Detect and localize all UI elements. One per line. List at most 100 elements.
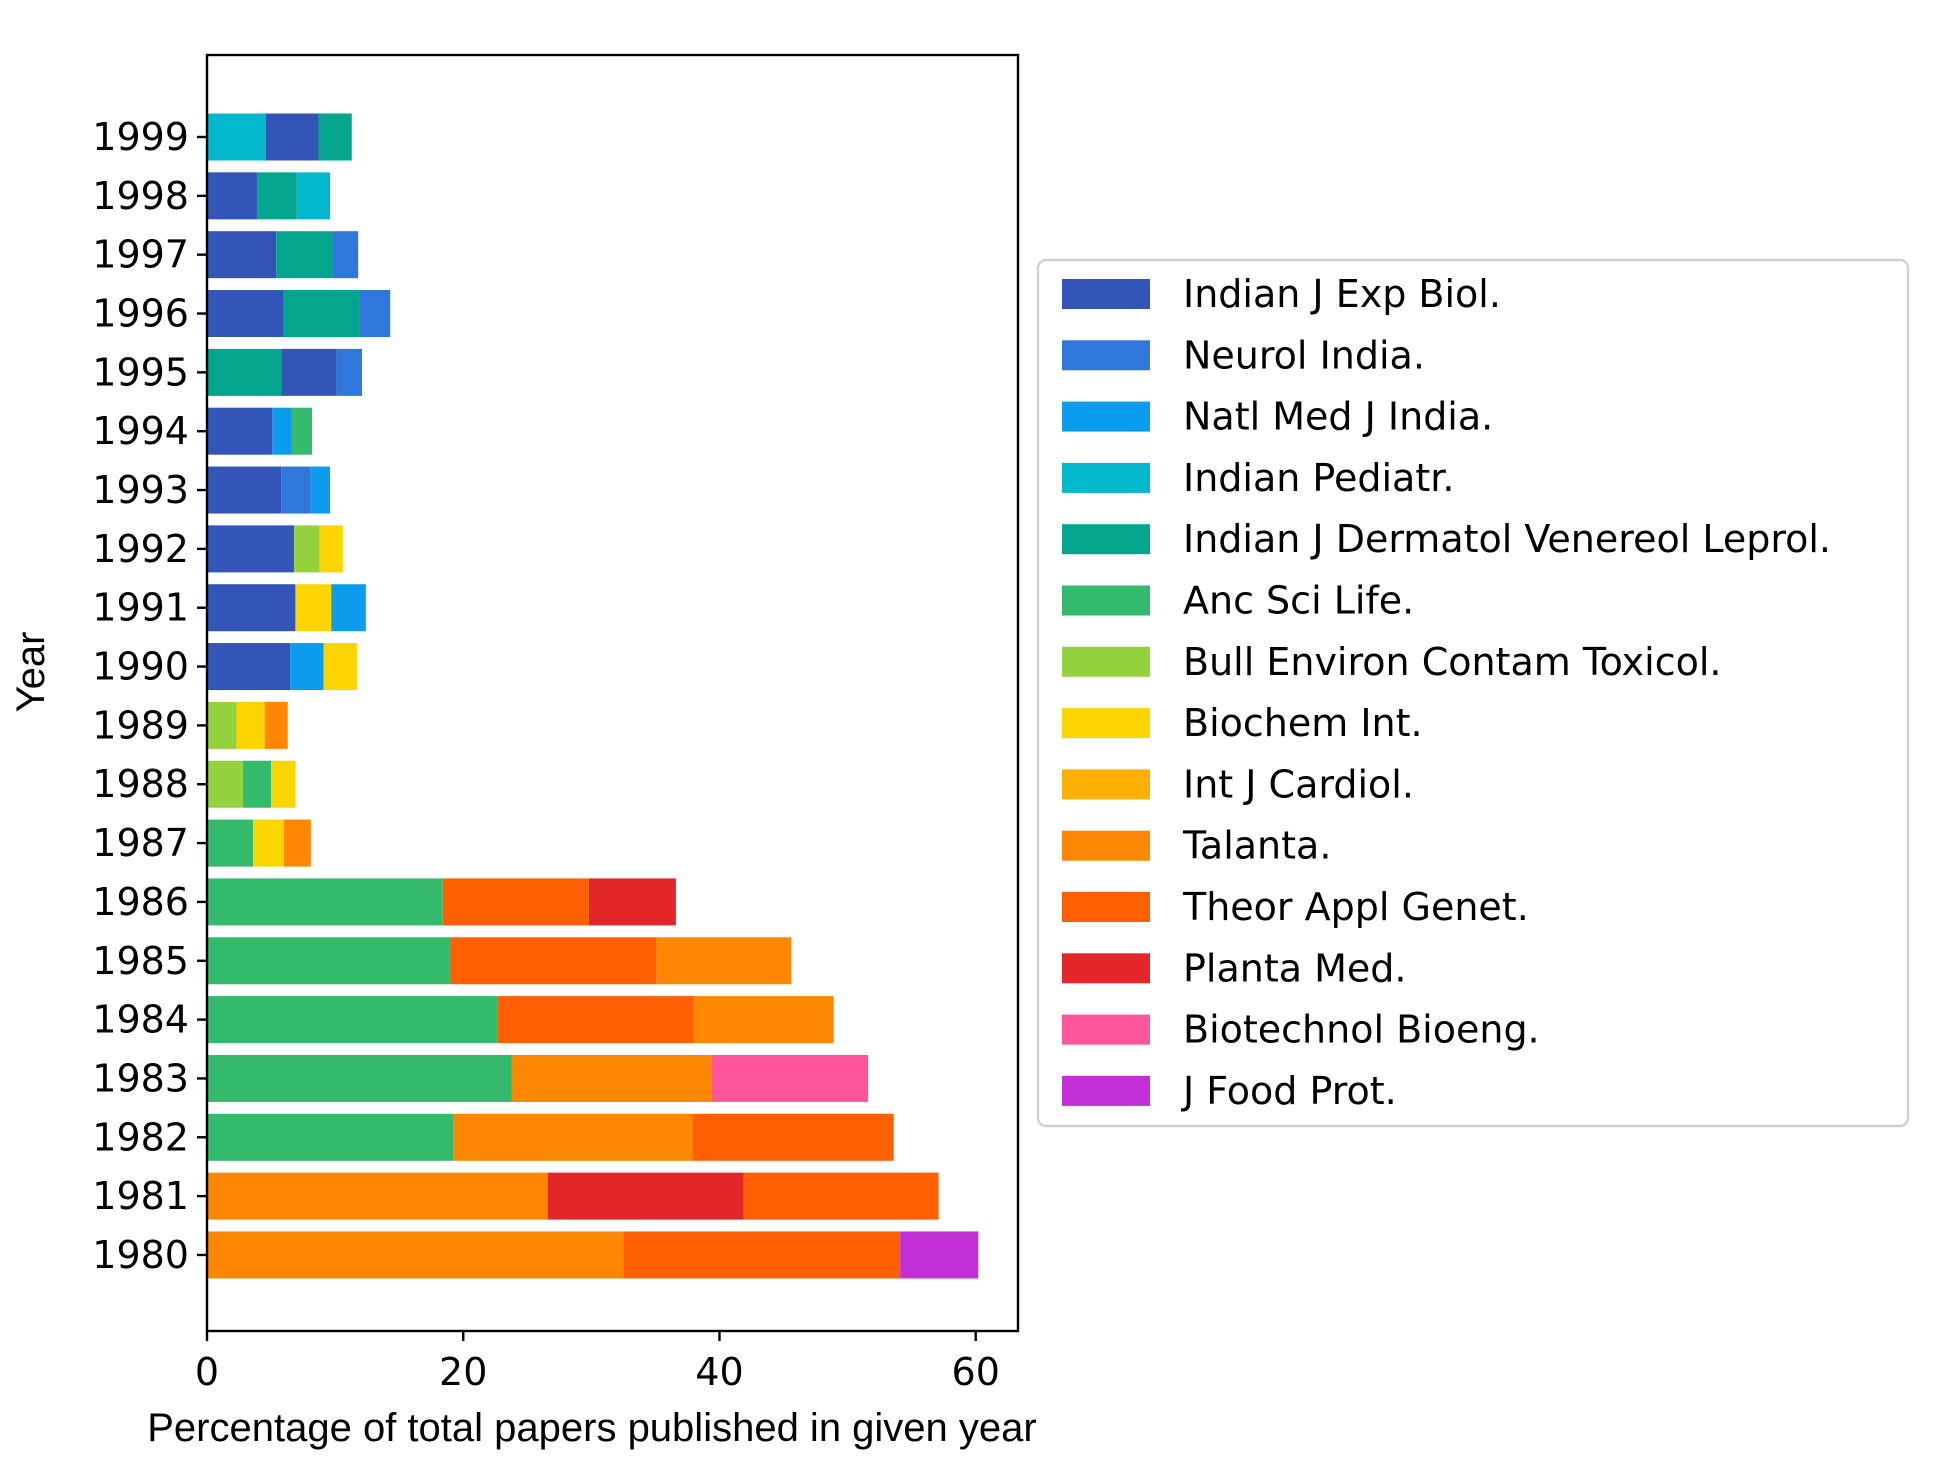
y-tick-label: 1984 xyxy=(92,998,189,1042)
y-tick-label: 1995 xyxy=(92,350,189,394)
bar-1985-segment-3 xyxy=(656,937,792,985)
legend-swatch xyxy=(1062,585,1150,616)
legend-swatch xyxy=(1062,708,1150,739)
x-tick-label: 0 xyxy=(195,1350,219,1394)
bar-1980-segment-2 xyxy=(623,1231,901,1279)
bar-1989-segment-3 xyxy=(264,701,288,749)
bar-1983-segment-2 xyxy=(511,1054,712,1102)
legend-swatch xyxy=(1062,1014,1150,1045)
bar-1986-segment-1 xyxy=(207,878,443,926)
bar-1987-segment-2 xyxy=(253,819,284,867)
bar-1999-segment-3 xyxy=(318,113,352,161)
y-tick-label: 1982 xyxy=(92,1115,189,1159)
y-tick-label: 1981 xyxy=(92,1174,189,1218)
legend-label: Natl Med J India. xyxy=(1183,395,1493,439)
bar-1982-segment-1 xyxy=(207,1113,453,1161)
bar-1996-segment-2 xyxy=(283,290,360,338)
y-tick-label: 1993 xyxy=(92,468,189,512)
y-tick-label: 1990 xyxy=(92,645,189,689)
bar-1990-segment-1 xyxy=(207,643,291,691)
legend-label: Indian J Dermatol Venereol Leprol. xyxy=(1183,517,1831,561)
x-tick-label: 20 xyxy=(439,1350,487,1394)
legend-label: Indian J Exp Biol. xyxy=(1183,272,1501,316)
bar-1994-segment-1 xyxy=(207,407,273,455)
legend-swatch xyxy=(1062,340,1150,371)
bar-1994-segment-2 xyxy=(272,407,292,455)
bar-1999-segment-2 xyxy=(265,113,319,161)
legend-swatch xyxy=(1062,953,1150,984)
bar-1983-segment-1 xyxy=(207,1054,512,1102)
bar-1982-segment-2 xyxy=(452,1113,693,1161)
y-tick-label: 1999 xyxy=(92,115,189,159)
legend-swatch xyxy=(1062,1075,1150,1106)
legend-swatch xyxy=(1062,769,1150,800)
legend-swatch xyxy=(1062,524,1150,555)
bar-1995-segment-3 xyxy=(336,348,363,396)
bar-1984-segment-2 xyxy=(497,996,694,1044)
bar-1983-segment-3 xyxy=(711,1054,869,1102)
bar-1997-segment-2 xyxy=(276,231,333,279)
y-tick-label: 1987 xyxy=(92,821,189,865)
plot-frame xyxy=(205,53,1020,1333)
bar-1992-segment-2 xyxy=(294,525,320,573)
bar-1981-segment-2 xyxy=(547,1172,744,1220)
y-tick-label: 1997 xyxy=(92,233,189,277)
legend-items: Indian J Exp Biol. Neurol India. Natl Med … xyxy=(1062,272,1831,1113)
legend-label: Int J Cardiol. xyxy=(1183,762,1414,806)
y-tick-label: 1989 xyxy=(92,703,189,747)
y-axis: 1999 1998 1997 1996 1995 1994 1993 1992 1991 1990… xyxy=(92,115,207,1277)
bar-1988-segment-1 xyxy=(207,760,243,808)
legend-swatch xyxy=(1062,892,1150,922)
legend-label: Biotechnol Bioeng. xyxy=(1183,1008,1540,1052)
bar-1996-segment-3 xyxy=(359,290,391,338)
bar-1996-segment-1 xyxy=(207,290,284,338)
legend-label: Planta Med. xyxy=(1183,946,1406,990)
legend-label: Biochem Int. xyxy=(1183,701,1423,745)
y-tick-label: 1980 xyxy=(92,1233,189,1277)
bar-1997-segment-3 xyxy=(332,231,359,279)
legend-frame xyxy=(1036,258,1910,1128)
bar-1993-segment-2 xyxy=(281,466,311,514)
bar-1981-segment-3 xyxy=(743,1172,939,1220)
bar-1998-segment-2 xyxy=(256,172,297,220)
legend-label: Anc Sci Life. xyxy=(1183,579,1414,623)
legend-label: Bull Environ Contam Toxicol. xyxy=(1183,640,1722,684)
y-tick-label: 1985 xyxy=(92,939,189,983)
bar-1993-segment-1 xyxy=(207,466,282,514)
legend-label: Theor Appl Genet. xyxy=(1182,885,1529,929)
bar-1992-segment-3 xyxy=(319,525,343,573)
bars-group xyxy=(207,113,979,1279)
y-tick-label: 1986 xyxy=(92,880,189,924)
bar-1986-segment-2 xyxy=(442,878,589,926)
bar-1991-segment-3 xyxy=(331,584,366,632)
legend-swatch xyxy=(1062,646,1150,677)
bar-1998-segment-3 xyxy=(296,172,330,220)
legend: Indian J Exp Biol. Neurol India. Natl Med … xyxy=(1036,258,1910,1128)
x-axis: 0 20 40 60 xyxy=(195,1331,1000,1394)
bar-1990-segment-2 xyxy=(290,643,324,691)
bar-1991-segment-1 xyxy=(207,584,296,632)
bar-1998-segment-1 xyxy=(207,172,257,220)
legend-swatch xyxy=(1062,462,1150,493)
x-axis-title: Percentage of total papers published in … xyxy=(147,1406,1036,1450)
bar-1984-segment-3 xyxy=(693,996,834,1044)
legend-label: Indian Pediatr. xyxy=(1183,456,1454,500)
bar-1994-segment-3 xyxy=(291,407,313,455)
bar-1999-segment-1 xyxy=(207,113,266,161)
bar-1995-segment-2 xyxy=(281,348,337,396)
bar-1985-segment-1 xyxy=(207,937,451,985)
bar-1989-segment-1 xyxy=(207,701,237,749)
legend-label: J Food Prot. xyxy=(1181,1069,1397,1113)
y-tick-label: 1991 xyxy=(92,586,189,630)
y-tick-label: 1988 xyxy=(92,762,189,806)
y-tick-label: 1992 xyxy=(92,527,189,571)
y-tick-label: 1996 xyxy=(92,292,189,336)
bar-1990-segment-3 xyxy=(323,643,357,691)
bar-1992-segment-1 xyxy=(207,525,295,573)
y-axis-title: Year xyxy=(9,632,53,713)
legend-label: Neurol India. xyxy=(1183,333,1425,377)
y-tick-label: 1983 xyxy=(92,1056,189,1100)
bar-1988-segment-3 xyxy=(271,760,296,808)
legend-swatch xyxy=(1062,279,1150,309)
